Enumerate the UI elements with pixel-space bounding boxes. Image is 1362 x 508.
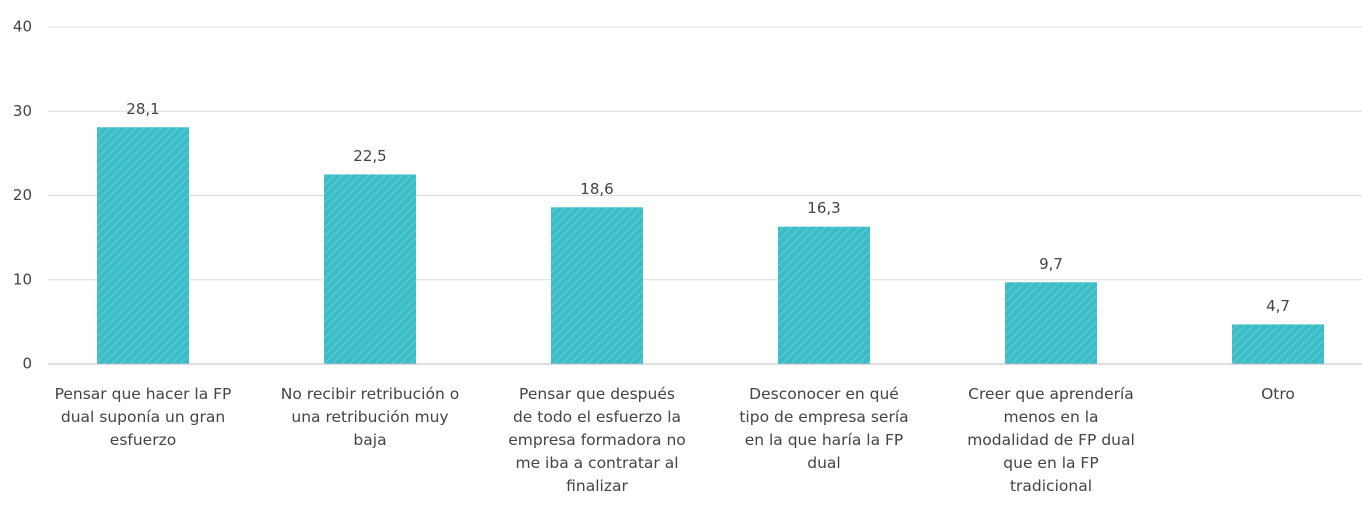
value-label: 16,3 <box>807 199 840 217</box>
value-label: 4,7 <box>1266 297 1290 315</box>
y-tick-label: 20 <box>13 186 32 204</box>
bar <box>551 207 643 364</box>
y-tick-label: 10 <box>13 270 32 288</box>
bar <box>1232 324 1324 364</box>
bar <box>97 127 189 364</box>
x-tick-label: No recibir retribución o una retribución… <box>280 385 460 449</box>
value-label: 18,6 <box>580 180 613 198</box>
x-tick-label: Otro <box>1261 385 1295 403</box>
value-label: 28,1 <box>126 100 159 118</box>
x-tick-label: Pensar que hacer la FP dual suponía un g… <box>54 385 232 449</box>
bar <box>778 226 870 364</box>
x-tick-label: Pensar que después de todo el esfuerzo l… <box>508 385 686 495</box>
x-tick-label: Desconocer en qué tipo de empresa sería … <box>739 385 909 472</box>
value-label: 9,7 <box>1039 255 1063 273</box>
value-label: 22,5 <box>353 147 386 165</box>
y-tick-label: 0 <box>22 355 32 373</box>
bar <box>324 174 416 364</box>
bar <box>1005 282 1097 364</box>
x-tick-label: Creer que aprendería menos en la modalid… <box>967 385 1135 495</box>
y-tick-label: 40 <box>13 18 32 36</box>
y-tick-label: 30 <box>13 102 32 120</box>
